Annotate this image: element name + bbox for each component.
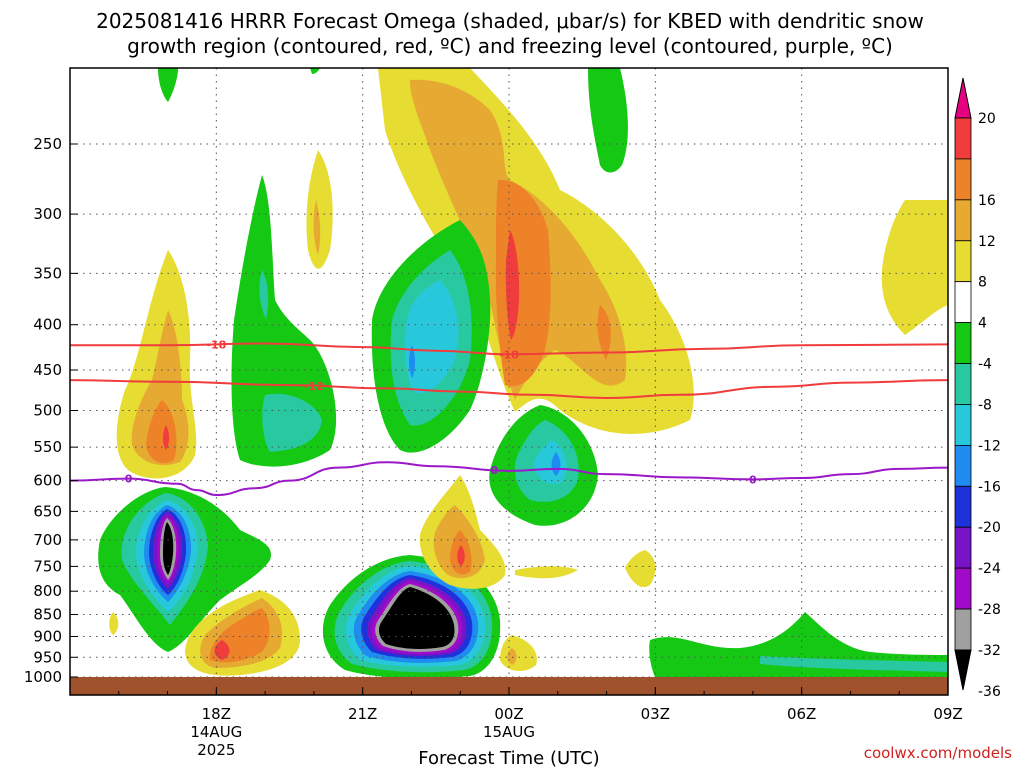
omega-region-green-top-18z [158, 68, 178, 102]
contour-label: -18 [206, 338, 226, 351]
colorbar-band [954, 199, 972, 242]
contour-lines: -18 -18 -12 0 0 0 [69, 338, 949, 497]
y-tick-label: 850 [33, 606, 62, 624]
y-tick-label: 450 [33, 361, 62, 379]
omega-region-blue-upper-23z [409, 345, 415, 378]
omega-region-teal-small-20z [259, 270, 269, 320]
contour-label: 0 [125, 473, 133, 486]
colorbar-cap-top [954, 77, 972, 119]
y-tick-label: 1000 [24, 668, 62, 686]
colorbar-label: -20 [978, 520, 1001, 536]
colorbar-band [954, 608, 972, 651]
omega-region-red-00z [457, 545, 465, 566]
y-tick-label: 300 [33, 205, 62, 223]
omega-region-upper-orange-small [597, 305, 611, 360]
colorbar-label: -16 [978, 479, 1001, 495]
omega-region-teal-column-20z [262, 393, 322, 452]
contour-label: 0 [491, 464, 499, 477]
y-tick-label: 900 [33, 627, 62, 645]
colorbar-label: 4 [978, 316, 987, 332]
colorbar-band [954, 240, 972, 283]
colorbar-band [954, 158, 972, 201]
x-tick-label: 00Z [494, 705, 523, 723]
contour-line-freezing-level [69, 461, 949, 497]
x-axis-label: Forecast Time (UTC) [418, 748, 599, 768]
colorbar-band [954, 444, 972, 487]
omega-region-orange-01z-low [507, 648, 517, 665]
x-tick-date: 15AUG [483, 723, 535, 741]
omega-region-yellow-09z-upper [881, 200, 948, 335]
colorbar-label: 16 [978, 193, 996, 209]
colorbar-band [954, 485, 972, 528]
contour-line-dgz-12 [69, 379, 949, 399]
omega-region-blue-02z [551, 452, 561, 476]
x-tick-label: 18Z [202, 705, 231, 723]
colorbar-band [954, 322, 972, 364]
omega-region-black-23z-low [378, 587, 455, 649]
x-tick-year: 2025 [197, 741, 235, 759]
colorbar-label: 12 [978, 234, 996, 250]
x-tick-label: 03Z [641, 705, 670, 723]
omega-region-upper-orange-12 [495, 179, 551, 387]
colorbar-band [954, 404, 972, 446]
colorbar-band [954, 363, 972, 405]
y-tick-label: 250 [33, 135, 62, 153]
ground-band [70, 677, 948, 695]
y-tick-label: 600 [33, 472, 62, 490]
omega-region-black-18z-low [163, 522, 174, 575]
omega-region-cyan-upper-23z [404, 280, 459, 394]
omega-region-yellow-04z-low [625, 550, 656, 588]
omega-region-orange-21z [313, 200, 321, 255]
colorbar-label: -28 [978, 602, 1001, 618]
colorbar-band [954, 526, 972, 569]
colorbar-band [954, 281, 972, 324]
x-tick-date: 14AUG [190, 723, 242, 741]
omega-region-green-column-20z [231, 175, 337, 467]
omega-region-yellow-21z [306, 150, 333, 269]
y-tick-label: 500 [33, 402, 62, 420]
y-axis: 250 300 350 400 450 500 550 600 650 700 750 800 850 9… [24, 135, 78, 686]
chart-title-line-2: growth region (contoured, red, ºC) and f… [127, 34, 893, 58]
colorbar-label: -8 [978, 397, 992, 413]
colorbar-label: -36 [978, 684, 1001, 700]
y-tick-label: 750 [33, 557, 62, 575]
contour-line-dgz-18 [69, 342, 949, 356]
y-tick-label: 550 [33, 438, 62, 456]
omega-region-green-top-03z [588, 68, 628, 173]
colorbar-label: -12 [978, 438, 1001, 454]
omega-region-yellow-02z-low [515, 566, 578, 579]
chart-title-line-1: 2025081416 HRRR Forecast Omega (shaded, … [96, 9, 924, 33]
omega-shading [98, 68, 948, 679]
colorbar: 20 16 12 8 4 -4 -8 -12 -16 -20 -24 -28 -32 -36 [954, 77, 1001, 700]
colorbar-label: 20 [978, 111, 996, 127]
contour-label: -18 [499, 348, 519, 361]
colorbar-band [954, 117, 972, 160]
omega-region-teal-low-late [760, 656, 948, 672]
y-tick-label: 350 [33, 264, 62, 282]
y-tick-label: 400 [33, 316, 62, 334]
y-tick-label: 800 [33, 582, 62, 600]
omega-region-red-18z-mid [163, 425, 169, 450]
x-tick-label: 09Z [933, 705, 962, 723]
y-tick-label: 700 [33, 531, 62, 549]
omega-region-red-19z-low [214, 640, 230, 660]
source-attribution[interactable]: coolwx.com/models [864, 744, 1012, 762]
contour-label: 0 [749, 473, 757, 486]
omega-region-yellow-small-17z [109, 612, 119, 635]
colorbar-band [954, 567, 972, 610]
y-tick-label: 650 [33, 502, 62, 520]
colorbar-cap-bottom [954, 649, 972, 691]
y-tick-label: 950 [33, 648, 62, 666]
colorbar-label: -32 [978, 643, 1001, 659]
omega-region-green-top-21z [310, 68, 320, 74]
colorbar-label: -24 [978, 561, 1001, 577]
x-tick-label: 06Z [787, 705, 816, 723]
colorbar-label: -4 [978, 357, 992, 373]
colorbar-label: 8 [978, 275, 987, 291]
contour-label: -12 [304, 380, 324, 393]
x-tick-label: 21Z [348, 705, 377, 723]
